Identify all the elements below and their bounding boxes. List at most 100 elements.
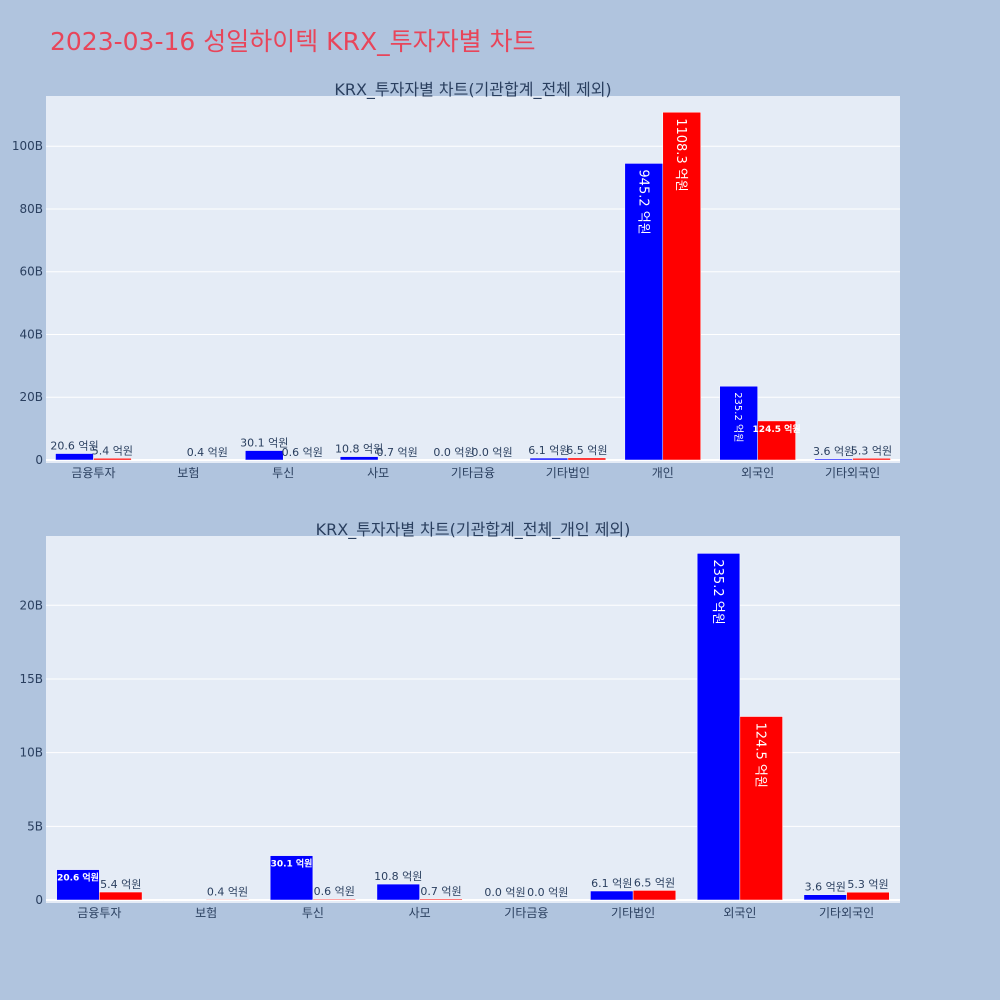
bar bbox=[55, 453, 94, 461]
bar bbox=[419, 898, 463, 901]
bar bbox=[852, 458, 891, 461]
bar bbox=[846, 891, 890, 901]
chart-bottom: KRX_투자자별 차트(기관합계_전체_개인 제외) 0 5B 10B 15B 20B 금… bbox=[19, 520, 900, 920]
bar-data-label: 5.4 억원 bbox=[100, 878, 141, 891]
y-tick-label: 80B bbox=[19, 202, 43, 216]
bar bbox=[269, 855, 314, 901]
y-tick-label: 0 bbox=[35, 453, 43, 467]
bar bbox=[757, 420, 796, 461]
bar bbox=[376, 883, 420, 901]
y-tick-label: 10B bbox=[19, 746, 43, 760]
bar-data-label: 6.1 억원 bbox=[591, 877, 632, 890]
y-tick-label: 20B bbox=[19, 598, 43, 612]
bar bbox=[632, 890, 677, 901]
bar bbox=[472, 459, 512, 461]
bar-data-label: 6.5 억원 bbox=[634, 876, 675, 889]
x-tick-label: 사모 bbox=[367, 466, 389, 480]
bar-data-label: 124.5 억원 bbox=[753, 423, 801, 435]
bar bbox=[56, 869, 100, 901]
bar bbox=[163, 899, 207, 901]
bar bbox=[590, 890, 634, 901]
bar bbox=[803, 894, 847, 901]
bar-data-label: 0.0 억원 bbox=[484, 886, 525, 899]
bar bbox=[719, 385, 758, 461]
bar bbox=[93, 458, 132, 461]
bar-data-label: 0.6 억원 bbox=[314, 885, 355, 898]
x-tick-label: 금융투자 bbox=[71, 466, 115, 480]
bar bbox=[696, 553, 741, 901]
bar-data-label: 5.4 억원 bbox=[92, 444, 133, 457]
x-tick-label: 외국인 bbox=[741, 466, 774, 480]
x-tick-label: 보험 bbox=[195, 906, 217, 920]
x-tick-label: 기타금융 bbox=[451, 466, 495, 480]
bar-data-label: 0.0 억원 bbox=[433, 446, 474, 459]
y-tick-label: 20B bbox=[19, 390, 43, 404]
bar-data-label: 30.1 억원 bbox=[271, 858, 313, 870]
x-tick-label: 금융투자 bbox=[77, 906, 121, 920]
bar-data-label: 0.4 억원 bbox=[187, 446, 228, 459]
bar-data-label: 3.6 억원 bbox=[813, 445, 854, 458]
bar-data-label: 30.1 억원 bbox=[240, 437, 288, 450]
bar-data-label: 235.2 억원 bbox=[710, 559, 725, 624]
bar-data-label: 0.7 억원 bbox=[376, 446, 417, 459]
bar bbox=[377, 459, 417, 461]
bar bbox=[245, 450, 284, 461]
bar bbox=[483, 899, 527, 901]
bar-data-label: 20.6 억원 bbox=[50, 440, 98, 453]
bar-data-label: 5.3 억원 bbox=[847, 878, 888, 891]
bar-data-label: 1108.3 억원 bbox=[673, 118, 688, 192]
bar bbox=[150, 459, 189, 461]
bar-data-label: 0.0 억원 bbox=[527, 886, 568, 899]
bar bbox=[662, 111, 701, 461]
bar bbox=[339, 456, 379, 461]
bar bbox=[529, 457, 569, 461]
bar-data-label: 3.6 억원 bbox=[805, 881, 846, 894]
x-tick-label: 투신 bbox=[272, 466, 294, 480]
x-tick-label: 기타금융 bbox=[504, 906, 548, 920]
bar bbox=[282, 459, 322, 461]
page-title: 2023-03-16 성일하이텍 KRX_투자자별 차트 bbox=[50, 27, 536, 56]
bar-data-label: 235.2 억원 bbox=[732, 392, 744, 442]
bar-data-label: 945.2 억원 bbox=[635, 169, 650, 234]
bar bbox=[188, 459, 227, 461]
chart-top-title: KRX_투자자별 차트(기관합계_전체 제외) bbox=[334, 80, 611, 100]
plot-area bbox=[46, 96, 900, 463]
bar bbox=[99, 891, 143, 901]
bar bbox=[526, 899, 570, 901]
x-tick-label: 투신 bbox=[302, 906, 324, 920]
x-tick-label: 개인 bbox=[652, 466, 674, 480]
y-tick-label: 15B bbox=[19, 672, 43, 686]
y-tick-label: 0 bbox=[35, 893, 43, 907]
bar bbox=[205, 899, 250, 901]
x-tick-label: 외국인 bbox=[723, 906, 756, 920]
bar-data-label: 5.3 억원 bbox=[851, 444, 892, 457]
bar-data-label: 6.5 억원 bbox=[566, 444, 607, 457]
y-tick-label: 40B bbox=[19, 327, 43, 341]
bar bbox=[739, 716, 783, 901]
bar bbox=[814, 458, 853, 461]
bar bbox=[434, 459, 474, 461]
bar-data-label: 10.8 억원 bbox=[335, 443, 383, 456]
x-tick-label: 기타외국인 bbox=[819, 906, 874, 920]
bar-data-label: 0.7 억원 bbox=[420, 885, 461, 898]
y-tick-label: 60B bbox=[19, 265, 43, 279]
y-tick-label: 100B bbox=[12, 139, 43, 153]
bar-data-label: 124.5 억원 bbox=[753, 723, 768, 788]
chart-top: KRX_투자자별 차트(기관합계_전체 제외) 0 20B 40B 60B 80B 100… bbox=[12, 80, 900, 480]
chart-bottom-title: KRX_투자자별 차트(기관합계_전체_개인 제외) bbox=[316, 520, 631, 540]
x-tick-label: 기타법인 bbox=[546, 466, 590, 480]
y-tick-label: 5B bbox=[27, 819, 43, 833]
bar-data-label: 6.1 억원 bbox=[528, 444, 569, 457]
x-tick-label: 사모 bbox=[409, 906, 431, 920]
bar-data-label: 0.6 억원 bbox=[282, 446, 323, 459]
bar-data-label: 20.6 억원 bbox=[57, 872, 99, 884]
bar-data-label: 0.0 억원 bbox=[471, 446, 512, 459]
bar-data-label: 10.8 억원 bbox=[374, 870, 422, 883]
x-tick-label: 보험 bbox=[177, 466, 199, 480]
x-tick-label: 기타외국인 bbox=[825, 466, 880, 480]
bar bbox=[567, 457, 607, 461]
bar-data-label: 0.4 억원 bbox=[207, 885, 248, 898]
x-tick-label: 기타법인 bbox=[611, 906, 655, 920]
bar bbox=[312, 898, 356, 901]
